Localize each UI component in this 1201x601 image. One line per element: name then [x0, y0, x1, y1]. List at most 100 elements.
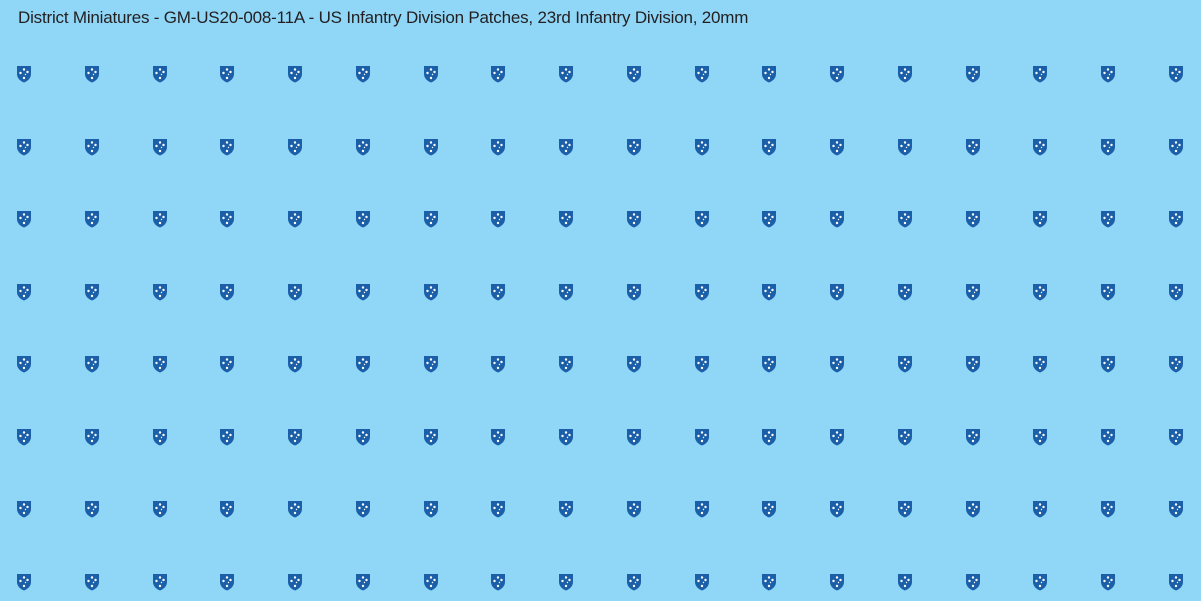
23rd-infantry-division-shield-icon: [1168, 65, 1184, 83]
23rd-infantry-division-shield-icon: [829, 138, 845, 156]
23rd-infantry-division-shield-icon: [152, 355, 168, 373]
23rd-infantry-division-shield-icon: [897, 355, 913, 373]
23rd-infantry-division-shield-icon: [84, 428, 100, 446]
23rd-infantry-division-shield-icon: [897, 65, 913, 83]
23rd-infantry-division-shield-icon: [355, 210, 371, 228]
23rd-infantry-division-shield-icon: [1168, 500, 1184, 518]
23rd-infantry-division-shield-icon: [558, 428, 574, 446]
23rd-infantry-division-shield-icon: [897, 573, 913, 591]
23rd-infantry-division-shield-icon: [694, 573, 710, 591]
23rd-infantry-division-shield-icon: [558, 210, 574, 228]
23rd-infantry-division-shield-icon: [287, 138, 303, 156]
23rd-infantry-division-shield-icon: [355, 65, 371, 83]
23rd-infantry-division-shield-icon: [287, 65, 303, 83]
23rd-infantry-division-shield-icon: [152, 428, 168, 446]
23rd-infantry-division-shield-icon: [355, 138, 371, 156]
23rd-infantry-division-shield-icon: [84, 210, 100, 228]
23rd-infantry-division-shield-icon: [626, 573, 642, 591]
23rd-infantry-division-shield-icon: [1032, 138, 1048, 156]
23rd-infantry-division-shield-icon: [897, 283, 913, 301]
23rd-infantry-division-shield-icon: [965, 210, 981, 228]
23rd-infantry-division-shield-icon: [219, 355, 235, 373]
23rd-infantry-division-shield-icon: [1168, 428, 1184, 446]
23rd-infantry-division-shield-icon: [16, 573, 32, 591]
23rd-infantry-division-shield-icon: [897, 500, 913, 518]
23rd-infantry-division-shield-icon: [219, 138, 235, 156]
23rd-infantry-division-shield-icon: [16, 65, 32, 83]
23rd-infantry-division-shield-icon: [829, 428, 845, 446]
23rd-infantry-division-shield-icon: [84, 573, 100, 591]
23rd-infantry-division-shield-icon: [1100, 210, 1116, 228]
23rd-infantry-division-shield-icon: [490, 500, 506, 518]
23rd-infantry-division-shield-icon: [897, 428, 913, 446]
23rd-infantry-division-shield-icon: [965, 573, 981, 591]
23rd-infantry-division-shield-icon: [965, 65, 981, 83]
sheet-title: District Miniatures - GM-US20-008-11A - …: [18, 8, 749, 27]
23rd-infantry-division-shield-icon: [423, 573, 439, 591]
23rd-infantry-division-shield-icon: [219, 65, 235, 83]
23rd-infantry-division-shield-icon: [1168, 573, 1184, 591]
23rd-infantry-division-shield-icon: [965, 138, 981, 156]
23rd-infantry-division-shield-icon: [355, 573, 371, 591]
23rd-infantry-division-shield-icon: [1100, 355, 1116, 373]
23rd-infantry-division-shield-icon: [1168, 355, 1184, 373]
23rd-infantry-division-shield-icon: [490, 138, 506, 156]
23rd-infantry-division-shield-icon: [626, 138, 642, 156]
23rd-infantry-division-shield-icon: [558, 138, 574, 156]
23rd-infantry-division-shield-icon: [558, 355, 574, 373]
23rd-infantry-division-shield-icon: [16, 210, 32, 228]
23rd-infantry-division-shield-icon: [1032, 500, 1048, 518]
23rd-infantry-division-shield-icon: [694, 355, 710, 373]
23rd-infantry-division-shield-icon: [626, 355, 642, 373]
23rd-infantry-division-shield-icon: [423, 355, 439, 373]
23rd-infantry-division-shield-icon: [423, 428, 439, 446]
23rd-infantry-division-shield-icon: [626, 210, 642, 228]
23rd-infantry-division-shield-icon: [829, 355, 845, 373]
23rd-infantry-division-shield-icon: [761, 65, 777, 83]
23rd-infantry-division-shield-icon: [84, 500, 100, 518]
23rd-infantry-division-shield-icon: [965, 283, 981, 301]
23rd-infantry-division-shield-icon: [558, 500, 574, 518]
23rd-infantry-division-shield-icon: [897, 210, 913, 228]
23rd-infantry-division-shield-icon: [16, 138, 32, 156]
23rd-infantry-division-shield-icon: [355, 355, 371, 373]
23rd-infantry-division-shield-icon: [1100, 138, 1116, 156]
23rd-infantry-division-shield-icon: [1168, 210, 1184, 228]
23rd-infantry-division-shield-icon: [287, 210, 303, 228]
23rd-infantry-division-shield-icon: [1032, 428, 1048, 446]
23rd-infantry-division-shield-icon: [626, 500, 642, 518]
23rd-infantry-division-shield-icon: [16, 283, 32, 301]
23rd-infantry-division-shield-icon: [626, 428, 642, 446]
23rd-infantry-division-shield-icon: [829, 573, 845, 591]
23rd-infantry-division-shield-icon: [423, 65, 439, 83]
23rd-infantry-division-shield-icon: [1032, 283, 1048, 301]
23rd-infantry-division-shield-icon: [1032, 210, 1048, 228]
23rd-infantry-division-shield-icon: [287, 500, 303, 518]
23rd-infantry-division-shield-icon: [829, 65, 845, 83]
23rd-infantry-division-shield-icon: [287, 573, 303, 591]
23rd-infantry-division-shield-icon: [219, 283, 235, 301]
23rd-infantry-division-shield-icon: [761, 573, 777, 591]
23rd-infantry-division-shield-icon: [694, 283, 710, 301]
23rd-infantry-division-shield-icon: [1100, 283, 1116, 301]
23rd-infantry-division-shield-icon: [287, 355, 303, 373]
23rd-infantry-division-shield-icon: [761, 138, 777, 156]
23rd-infantry-division-shield-icon: [423, 210, 439, 228]
23rd-infantry-division-shield-icon: [626, 283, 642, 301]
23rd-infantry-division-shield-icon: [219, 573, 235, 591]
23rd-infantry-division-shield-icon: [219, 428, 235, 446]
23rd-infantry-division-shield-icon: [694, 500, 710, 518]
23rd-infantry-division-shield-icon: [965, 355, 981, 373]
23rd-infantry-division-shield-icon: [423, 138, 439, 156]
23rd-infantry-division-shield-icon: [761, 428, 777, 446]
23rd-infantry-division-shield-icon: [694, 138, 710, 156]
23rd-infantry-division-shield-icon: [16, 355, 32, 373]
23rd-infantry-division-shield-icon: [1100, 65, 1116, 83]
23rd-infantry-division-shield-icon: [761, 355, 777, 373]
23rd-infantry-division-shield-icon: [423, 283, 439, 301]
23rd-infantry-division-shield-icon: [965, 500, 981, 518]
23rd-infantry-division-shield-icon: [355, 500, 371, 518]
23rd-infantry-division-shield-icon: [761, 500, 777, 518]
23rd-infantry-division-shield-icon: [490, 210, 506, 228]
